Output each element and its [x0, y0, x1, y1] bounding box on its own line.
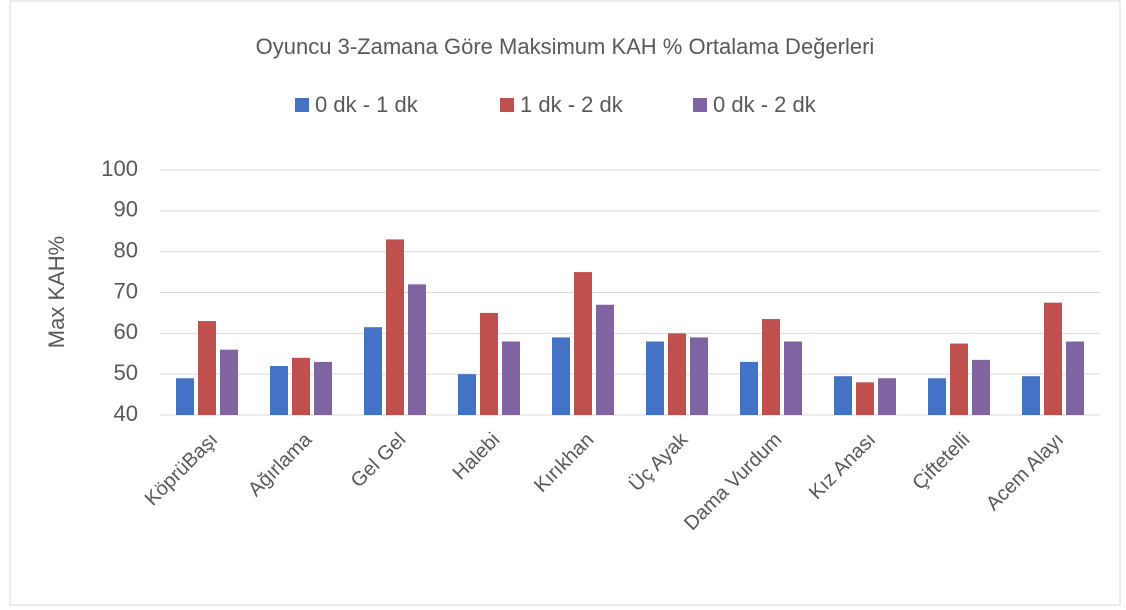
- legend-swatch: [693, 98, 707, 112]
- bar: [928, 378, 946, 415]
- bar: [198, 321, 216, 415]
- y-tick-label: 80: [114, 237, 138, 262]
- bar: [408, 284, 426, 415]
- bar: [220, 349, 238, 415]
- legend-swatch: [500, 98, 514, 112]
- bar: [1044, 302, 1062, 415]
- legend-swatch: [295, 98, 309, 112]
- bar: [740, 361, 758, 415]
- bar: [668, 333, 686, 415]
- bar: [690, 337, 708, 415]
- y-tick-label: 100: [101, 156, 138, 181]
- bar: [950, 343, 968, 415]
- bar: [292, 357, 310, 415]
- y-tick-label: 60: [114, 319, 138, 344]
- bar: [270, 366, 288, 415]
- chart-title: Oyuncu 3-Zamana Göre Maksimum KAH % Orta…: [256, 34, 875, 59]
- bar: [574, 272, 592, 415]
- bar: [762, 319, 780, 415]
- bar: [1022, 376, 1040, 415]
- y-tick-label: 90: [114, 197, 138, 222]
- y-tick-label: 70: [114, 278, 138, 303]
- legend-label: 0 dk - 2 dk: [713, 92, 817, 117]
- bar: [458, 374, 476, 415]
- y-tick-label: 50: [114, 360, 138, 385]
- bar: [596, 304, 614, 415]
- bar: [646, 341, 664, 415]
- bar: [878, 378, 896, 415]
- bar: [856, 382, 874, 415]
- bar: [1066, 341, 1084, 415]
- bar: [502, 341, 520, 415]
- legend-label: 0 dk - 1 dk: [315, 92, 419, 117]
- bar: [972, 359, 990, 415]
- bar: [552, 337, 570, 415]
- y-axis-label: Max KAH%: [44, 236, 69, 348]
- bar: [176, 378, 194, 415]
- chart-border: [9, 0, 1121, 606]
- bar: [784, 341, 802, 415]
- legend-label: 1 dk - 2 dk: [520, 92, 624, 117]
- bar: [364, 327, 382, 415]
- bar: [480, 312, 498, 415]
- bar: [834, 376, 852, 415]
- bar: [386, 239, 404, 415]
- bar: [314, 361, 332, 415]
- y-tick-label: 40: [114, 401, 138, 426]
